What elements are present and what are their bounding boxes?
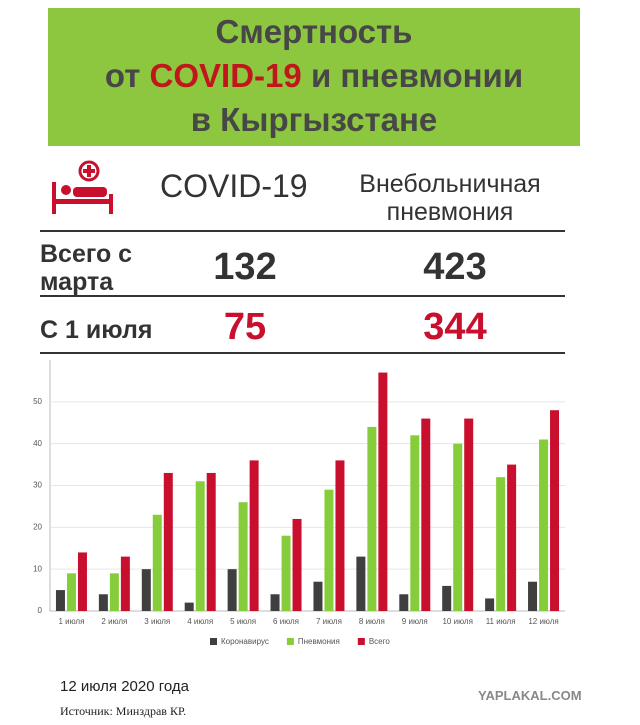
bar bbox=[270, 594, 280, 611]
bar bbox=[464, 418, 474, 611]
bar bbox=[281, 535, 291, 611]
x-tick-label: 1 июля bbox=[58, 617, 84, 626]
source: Источник: Минздрав КР. bbox=[60, 704, 187, 718]
bar bbox=[292, 518, 302, 611]
x-tick-label: 6 июля bbox=[273, 617, 299, 626]
bar bbox=[184, 602, 194, 611]
x-tick-label: 10 июля bbox=[442, 617, 472, 626]
bar bbox=[356, 556, 366, 611]
bar bbox=[109, 573, 119, 611]
bar bbox=[399, 594, 409, 611]
bar bbox=[55, 590, 65, 611]
cell-value: 132 bbox=[213, 246, 277, 288]
title-part: и пневмонии bbox=[310, 57, 524, 94]
divider bbox=[40, 352, 565, 354]
x-tick-label: 7 июля bbox=[316, 617, 342, 626]
y-tick-label: 50 bbox=[33, 397, 42, 406]
x-tick-label: 8 июля bbox=[359, 617, 385, 626]
hospital-icon bbox=[52, 160, 113, 214]
column-header: COVID-19 bbox=[160, 168, 308, 204]
bar bbox=[485, 598, 495, 611]
divider bbox=[40, 295, 565, 297]
bar bbox=[227, 569, 237, 611]
bar bbox=[313, 581, 323, 611]
y-tick-label: 10 bbox=[33, 564, 42, 573]
bar bbox=[367, 426, 377, 611]
bar bbox=[496, 477, 506, 611]
bar bbox=[98, 594, 108, 611]
x-tick-label: 11 июля bbox=[486, 617, 516, 626]
bar bbox=[421, 418, 431, 611]
bar bbox=[206, 472, 216, 611]
bar bbox=[442, 585, 452, 611]
y-tick-label: 20 bbox=[33, 522, 42, 531]
x-tick-label: 3 июля bbox=[144, 617, 170, 626]
row-label: Всего с марта bbox=[40, 240, 133, 296]
bar bbox=[453, 443, 463, 611]
y-tick-label: 30 bbox=[33, 481, 42, 490]
column-header: Внебольничная пневмония bbox=[359, 170, 541, 226]
watermark: YAPLAKAL.COM bbox=[478, 688, 582, 703]
x-tick-label: 4 июля bbox=[187, 617, 213, 626]
chart: 0 10 20 30 40 50 1 июля 2 июля 3 июля 4 июля 5 июл… bbox=[33, 360, 565, 646]
bar bbox=[152, 514, 162, 611]
legend-swatch bbox=[210, 638, 217, 645]
bar bbox=[77, 552, 87, 611]
bar bbox=[324, 489, 334, 611]
date: 12 июля 2020 года bbox=[60, 678, 189, 695]
cell-value: 344 bbox=[423, 306, 487, 348]
legend-label: Всего bbox=[369, 637, 391, 646]
cell-value: 423 bbox=[423, 246, 487, 288]
bar bbox=[410, 435, 420, 611]
bar bbox=[550, 410, 560, 611]
cell-value: 75 bbox=[223, 306, 267, 348]
title-line: Смертность bbox=[215, 13, 413, 50]
bar bbox=[378, 372, 388, 611]
x-tick-label: 9 июля bbox=[402, 617, 428, 626]
divider bbox=[40, 230, 565, 232]
bar bbox=[120, 556, 130, 611]
x-tick-label: 5 июля bbox=[230, 617, 256, 626]
bar bbox=[195, 481, 205, 611]
bar bbox=[539, 439, 549, 611]
bar bbox=[528, 581, 538, 611]
x-tick-label: 2 июля bbox=[101, 617, 127, 626]
bar bbox=[141, 569, 151, 611]
bar bbox=[335, 460, 345, 611]
legend-label: Коронавирус bbox=[221, 637, 269, 646]
bar bbox=[163, 472, 173, 611]
y-tick-label: 40 bbox=[33, 439, 42, 448]
legend-label: Пневмония bbox=[298, 637, 340, 646]
bar bbox=[66, 573, 76, 611]
legend-swatch bbox=[286, 638, 294, 645]
bar bbox=[249, 460, 259, 611]
title-line: в Кыргызстане bbox=[190, 101, 438, 138]
x-tick-label: 12 июля bbox=[528, 617, 558, 626]
title-highlight: COVID-19 bbox=[149, 57, 302, 94]
bar bbox=[238, 502, 248, 611]
legend-swatch bbox=[357, 638, 365, 645]
y-tick-label: 0 bbox=[38, 606, 43, 615]
title-part: от bbox=[104, 57, 141, 94]
bar bbox=[507, 464, 517, 611]
header: Смертность от COVID-19 и пневмонии в Кыр… bbox=[48, 8, 580, 146]
row-label: С 1 июля bbox=[40, 316, 153, 344]
